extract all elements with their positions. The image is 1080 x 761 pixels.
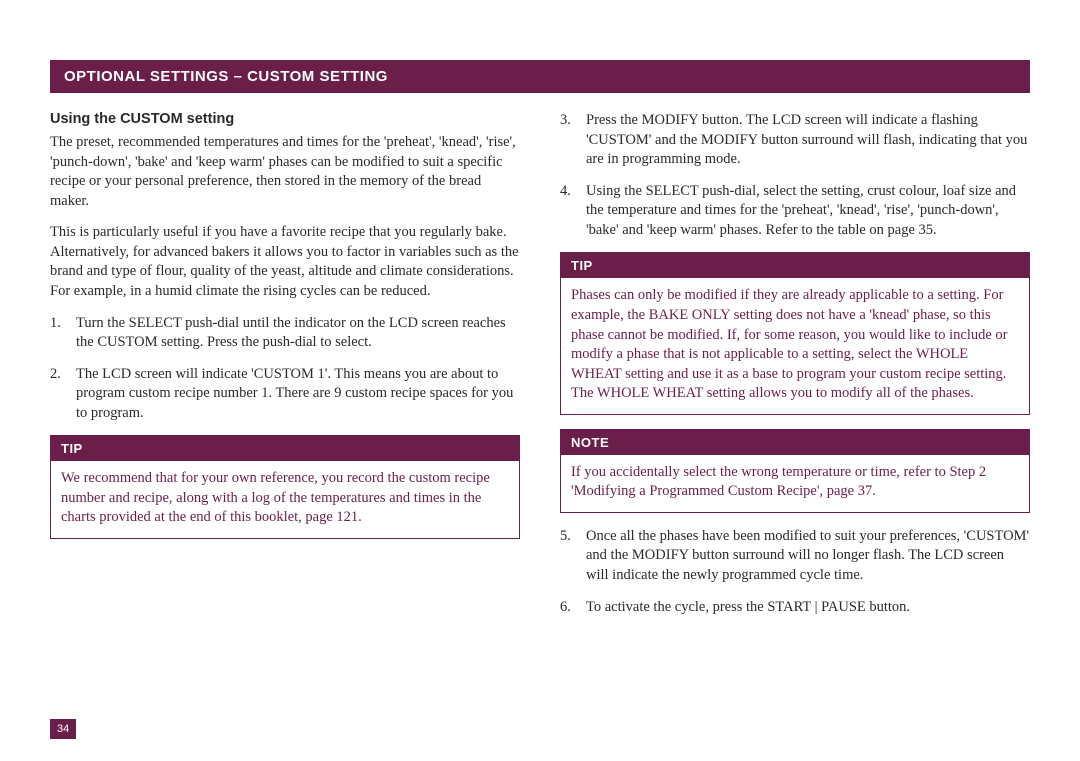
step-number: 4. bbox=[560, 182, 571, 202]
step-text: Press the MODIFY button. The LCD screen … bbox=[586, 112, 1027, 167]
steps-list-right-b: 5. Once all the phases have been modifie… bbox=[560, 527, 1030, 617]
step-5: 5. Once all the phases have been modifie… bbox=[560, 527, 1030, 586]
note-body: If you accidentally select the wrong tem… bbox=[561, 455, 1029, 512]
tip-box-left: TIP We recommend that for your own refer… bbox=[50, 435, 520, 539]
step-4: 4. Using the SELECT push-dial, select th… bbox=[560, 182, 1030, 241]
intro-paragraph-1: The preset, recommended temperatures and… bbox=[50, 133, 520, 211]
tip-body: We recommend that for your own reference… bbox=[51, 461, 519, 538]
step-text: To activate the cycle, press the START |… bbox=[586, 599, 910, 615]
step-1: 1. Turn the SELECT push-dial until the i… bbox=[50, 314, 520, 353]
step-number: 1. bbox=[50, 314, 61, 334]
step-2: 2. The LCD screen will indicate 'CUSTOM … bbox=[50, 365, 520, 424]
step-number: 2. bbox=[50, 365, 61, 385]
tip-header: TIP bbox=[51, 436, 519, 461]
section-header: OPTIONAL SETTINGS – CUSTOM SETTING bbox=[50, 60, 1030, 93]
steps-list-left: 1. Turn the SELECT push-dial until the i… bbox=[50, 314, 520, 424]
page-number: 34 bbox=[50, 719, 76, 739]
step-text: The LCD screen will indicate 'CUSTOM 1'.… bbox=[76, 366, 513, 421]
left-column: Using the CUSTOM setting The preset, rec… bbox=[50, 111, 520, 629]
steps-list-right-a: 3. Press the MODIFY button. The LCD scre… bbox=[560, 111, 1030, 240]
tip-body: Phases can only be modified if they are … bbox=[561, 278, 1029, 413]
right-column: 3. Press the MODIFY button. The LCD scre… bbox=[560, 111, 1030, 629]
note-header: NOTE bbox=[561, 430, 1029, 455]
step-3: 3. Press the MODIFY button. The LCD scre… bbox=[560, 111, 1030, 170]
step-number: 3. bbox=[560, 111, 571, 131]
intro-paragraph-2: This is particularly useful if you have … bbox=[50, 223, 520, 301]
step-text: Turn the SELECT push-dial until the indi… bbox=[76, 315, 506, 351]
tip-box-right: TIP Phases can only be modified if they … bbox=[560, 252, 1030, 414]
step-text: Using the SELECT push-dial, select the s… bbox=[586, 183, 1016, 238]
tip-header: TIP bbox=[561, 253, 1029, 278]
step-6: 6. To activate the cycle, press the STAR… bbox=[560, 598, 1030, 618]
note-box: NOTE If you accidentally select the wron… bbox=[560, 429, 1030, 513]
subsection-title: Using the CUSTOM setting bbox=[50, 111, 520, 127]
step-number: 5. bbox=[560, 527, 571, 547]
step-text: Once all the phases have been modified t… bbox=[586, 528, 1029, 583]
content-columns: Using the CUSTOM setting The preset, rec… bbox=[50, 111, 1030, 629]
step-number: 6. bbox=[560, 598, 571, 618]
